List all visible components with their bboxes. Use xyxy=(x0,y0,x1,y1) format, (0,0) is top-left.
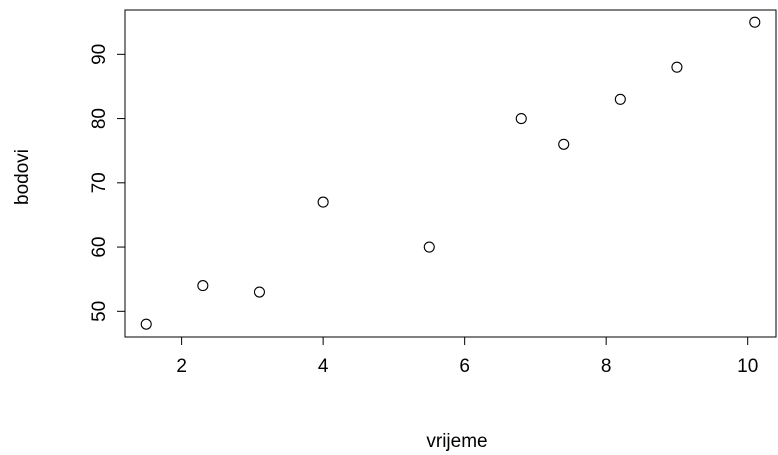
data-point xyxy=(197,280,209,292)
y-tick-label: 90 xyxy=(89,44,110,65)
x-tick-label: 10 xyxy=(737,356,758,377)
data-point xyxy=(317,196,329,208)
data-point xyxy=(423,241,435,253)
y-tick-label: 50 xyxy=(89,301,110,322)
plot-frame xyxy=(124,9,777,338)
data-point xyxy=(140,318,152,330)
data-point xyxy=(614,93,626,105)
y-tick-label: 60 xyxy=(89,236,110,257)
x-tick-label: 4 xyxy=(318,356,329,377)
data-point xyxy=(558,138,570,150)
data-point xyxy=(749,16,761,28)
x-axis-title: vrijeme xyxy=(426,431,487,452)
y-tick-label: 70 xyxy=(89,172,110,193)
data-point xyxy=(253,286,265,298)
y-axis-title: bodovi xyxy=(12,149,33,205)
data-point xyxy=(515,113,527,125)
y-tick-label: 80 xyxy=(89,108,110,129)
x-tick-label: 2 xyxy=(176,356,187,377)
x-tick-label: 8 xyxy=(601,356,612,377)
plot-area: 2 4 6 8 10 50 60 70 80 90 xyxy=(89,9,777,377)
data-point xyxy=(671,61,683,73)
x-tick-label: 6 xyxy=(459,356,470,377)
